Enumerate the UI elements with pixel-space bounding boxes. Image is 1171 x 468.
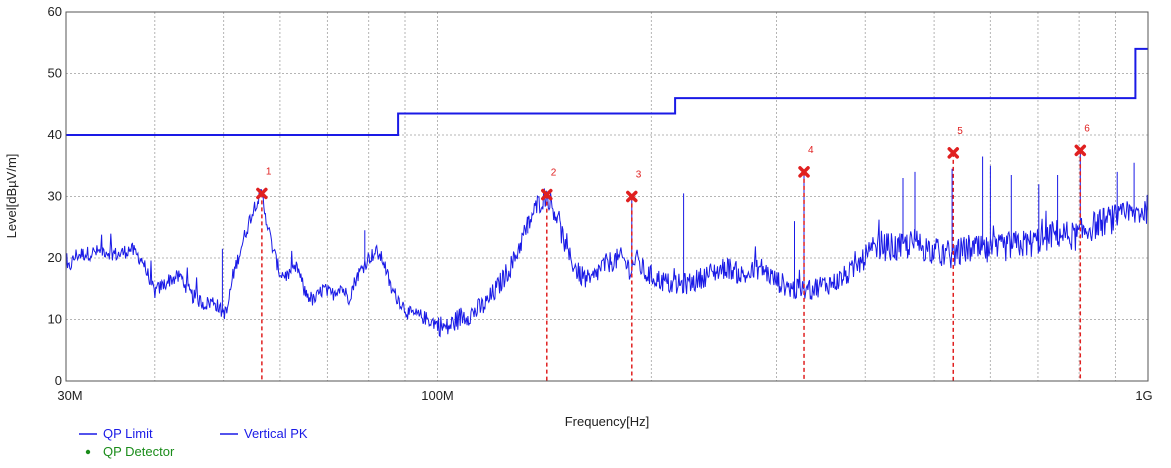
- marker-label: 3: [636, 170, 642, 181]
- y-tick-label: 50: [48, 66, 62, 81]
- y-axis-title: Level[dBµV/m]: [4, 154, 19, 239]
- limit-line-layer: [66, 47, 1148, 136]
- y-tick-label: 10: [48, 312, 62, 327]
- marker-label: 5: [957, 126, 963, 137]
- y-tick-label: 0: [55, 373, 62, 388]
- y-tick-labels: 0 10 20 30 40 50 60: [48, 4, 62, 388]
- markers-layer: 1 2 3 4 5 6: [256, 123, 1090, 381]
- legend-item: QP Detector: [85, 444, 175, 459]
- vertical-pk-trace: [65, 150, 1149, 338]
- y-tick-label: 60: [48, 4, 62, 19]
- qp-limit-line: [66, 47, 1148, 136]
- legend-label: QP Detector: [103, 444, 175, 459]
- x-tick-label: 30M: [57, 388, 82, 403]
- marker-label: 4: [808, 145, 814, 156]
- x-tick-label: 1G: [1135, 388, 1152, 403]
- trace-layer: [65, 150, 1149, 338]
- marker-point: [541, 188, 553, 201]
- x-axis-title: Frequency[Hz]: [565, 414, 650, 429]
- marker-point: [798, 166, 810, 178]
- legend: QP Limit Vertical PK QP Detector: [79, 426, 308, 459]
- marker-point: [256, 187, 268, 200]
- legend-label: Vertical PK: [244, 426, 308, 441]
- x-tick-label: 100M: [421, 388, 454, 403]
- x-tick-labels: 30M 100M 1G: [57, 388, 1152, 403]
- legend-swatch: [85, 449, 91, 455]
- marker-point: [626, 190, 638, 203]
- legend-item: QP Limit: [79, 426, 153, 441]
- marker-point: [1074, 144, 1087, 157]
- legend-label: QP Limit: [103, 426, 153, 441]
- y-tick-label: 30: [48, 189, 62, 204]
- marker-label: 1: [266, 166, 272, 177]
- plot-frame: [65, 11, 1149, 382]
- marker-label: 6: [1084, 123, 1090, 134]
- legend-item: Vertical PK: [220, 426, 308, 441]
- marker-point: [947, 147, 960, 159]
- y-tick-label: 20: [48, 250, 62, 265]
- marker-label: 2: [551, 168, 557, 179]
- y-tick-label: 40: [48, 127, 62, 142]
